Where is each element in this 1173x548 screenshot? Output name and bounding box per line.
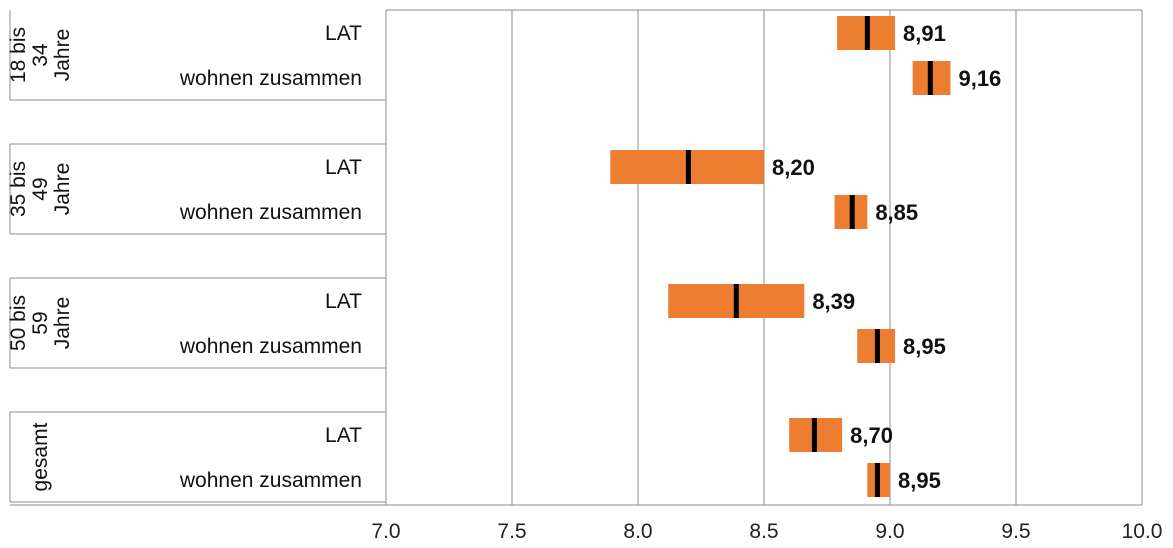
value-marker-3-0 [811, 418, 817, 452]
category-label-2-0: LAT [325, 290, 362, 313]
data-label-1-0: 8,20 [772, 155, 815, 180]
category-label-1-1: wohnen zusammen [179, 201, 362, 224]
data-label-3-1: 8,95 [898, 468, 941, 493]
x-tick-label-6: 10.0 [1122, 520, 1163, 543]
value-marker-0-0 [864, 16, 870, 50]
value-marker-2-1 [874, 329, 880, 363]
category-label-1-0: LAT [325, 156, 362, 179]
group-label-line-1-0: 35 bis [7, 161, 30, 217]
group-label-2: 50 bis59Jahre [7, 295, 74, 351]
value-marker-0-1 [927, 61, 933, 95]
data-label-2-0: 8,39 [812, 289, 855, 314]
group-label-line-3-0: gesamt [29, 422, 52, 491]
group-label-line-2-1: 59 [29, 311, 52, 334]
x-tick-label-0: 7.0 [371, 520, 400, 543]
category-label-2-1: wohnen zusammen [179, 335, 362, 358]
x-tick-label-1: 7.5 [497, 520, 526, 543]
x-tick-label-5: 9.5 [1001, 520, 1030, 543]
data-label-1-1: 8,85 [875, 200, 918, 225]
category-label-0-0: LAT [325, 22, 362, 45]
group-label-3: gesamt [29, 422, 52, 491]
category-label-3-0: LAT [325, 424, 362, 447]
x-tick-label-3: 8.5 [749, 520, 778, 543]
x-tick-label-4: 9.0 [875, 520, 904, 543]
value-marker-3-1 [874, 463, 880, 497]
group-label-1: 35 bis49Jahre [7, 161, 74, 217]
group-label-0: 18 bis34Jahre [7, 27, 74, 83]
value-marker-1-0 [685, 150, 691, 184]
data-label-2-1: 8,95 [903, 334, 946, 359]
category-label-0-1: wohnen zusammen [179, 67, 362, 90]
group-label-line-0-2: Jahre [51, 29, 74, 82]
group-label-line-0-0: 18 bis [7, 27, 30, 83]
data-label-3-0: 8,70 [850, 423, 893, 448]
group-label-line-0-1: 34 [29, 43, 52, 67]
category-label-3-1: wohnen zusammen [179, 469, 362, 492]
group-label-line-1-1: 49 [29, 177, 52, 200]
data-label-0-0: 8,91 [903, 21, 946, 46]
value-marker-2-0 [733, 284, 739, 318]
group-label-line-2-0: 50 bis [7, 295, 30, 351]
group-label-line-1-2: Jahre [51, 163, 74, 216]
value-marker-1-1 [849, 195, 855, 229]
group-label-line-2-2: Jahre [51, 297, 74, 350]
x-tick-label-2: 8.0 [623, 520, 652, 543]
data-label-0-1: 9,16 [958, 66, 1001, 91]
